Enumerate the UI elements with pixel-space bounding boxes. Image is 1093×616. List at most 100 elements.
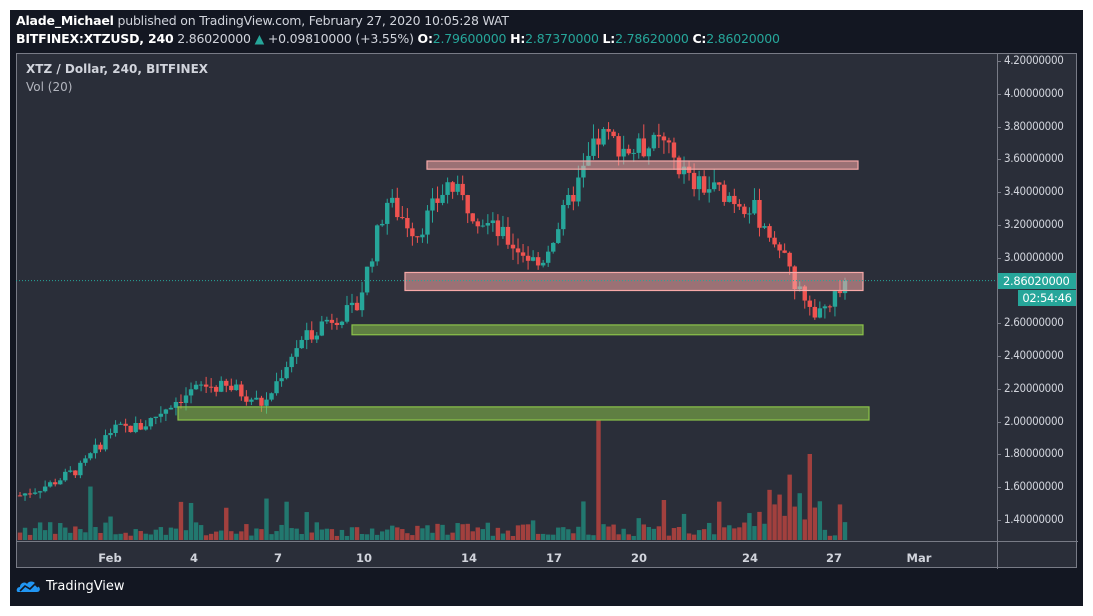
candle-body (68, 470, 73, 472)
candlestick-chart (16, 122, 997, 540)
volume-bar (158, 527, 164, 540)
candle-body (73, 470, 78, 476)
candle-body (354, 302, 360, 311)
volume-bar (229, 531, 234, 540)
price-tick-label: 4.20000000 (1004, 53, 1064, 67)
volume-bar (17, 532, 23, 540)
volume-bar (621, 528, 626, 540)
tradingview-logo[interactable]: TradingView (16, 578, 125, 594)
volume-bar (420, 528, 425, 540)
price-plot[interactable] (16, 53, 997, 541)
volume-bar (641, 524, 646, 540)
candle-body (701, 176, 707, 193)
last-price: 2.86020000 (177, 31, 251, 46)
volume-bar (646, 527, 652, 540)
candle-body (455, 183, 460, 192)
volume-bar (701, 529, 707, 540)
candle-body (415, 236, 420, 238)
candle-body (379, 223, 385, 226)
candle-body (722, 184, 727, 202)
volume-bar (354, 527, 360, 540)
candle-body (374, 225, 380, 262)
candle-body (601, 129, 606, 145)
volume-bar (440, 524, 445, 540)
price-tick-label: 2.20000000 (1004, 380, 1064, 395)
candle-body (22, 493, 28, 496)
volume-bar (63, 527, 68, 540)
volume-bar (385, 529, 390, 540)
volume-bar (53, 533, 58, 540)
volume-bar (259, 529, 264, 540)
time-tick-label: 24 (741, 551, 759, 565)
candle-body (17, 495, 23, 497)
volume-bar (515, 525, 521, 540)
candle-body (772, 237, 777, 245)
candle-body (148, 418, 153, 427)
candle-body (691, 172, 697, 190)
volume-bar (364, 534, 370, 540)
volume-bar (42, 530, 48, 540)
volume-bar (460, 524, 465, 540)
volume-bar (324, 528, 330, 540)
volume-bar (807, 453, 812, 540)
volume-bar (83, 532, 88, 540)
volume-bar (284, 501, 289, 540)
candle-body (802, 286, 807, 301)
price-tick-label: 3.60000000 (1004, 151, 1064, 166)
candle-body (445, 182, 450, 195)
volume-bar (757, 511, 762, 540)
candle-body (234, 384, 239, 391)
time-tick-label: 14 (460, 551, 478, 565)
candle-body (123, 423, 128, 426)
volume-bar (636, 518, 641, 540)
candle-body (183, 395, 189, 403)
volume-bar (379, 531, 385, 540)
candle-body (168, 407, 174, 410)
candle-body (827, 306, 833, 308)
time-axis[interactable] (16, 541, 997, 569)
candle-body (294, 348, 299, 357)
candle-body (143, 426, 148, 430)
volume-bar (213, 531, 219, 540)
price-axis[interactable] (997, 53, 1078, 541)
candle-body (208, 386, 214, 388)
chart-pane[interactable] (16, 53, 1077, 568)
volume-bar (576, 526, 581, 540)
candle-body (712, 182, 717, 190)
volume-bar (269, 534, 274, 540)
volume-bar (535, 533, 541, 540)
support-zone-upper (351, 324, 864, 336)
volume-bar (405, 533, 410, 540)
series-legend[interactable]: XTZ / Dollar, 240, BITFINEX (26, 62, 209, 76)
candle-body (837, 291, 843, 294)
volume-bar (445, 534, 450, 540)
candle-body (369, 261, 375, 267)
support-zone-lower (177, 406, 870, 421)
price-tick-label: 3.20000000 (1004, 216, 1064, 231)
candle-body (344, 305, 350, 322)
volume-bar (143, 533, 148, 540)
candle-body (475, 221, 480, 227)
candle-body (460, 183, 465, 196)
close-value: 2.86020000 (706, 31, 780, 46)
time-tick-label: 4 (189, 551, 199, 565)
volume-legend[interactable]: Vol (20) (26, 80, 73, 94)
candle-body (88, 453, 93, 459)
volume-bar (113, 534, 118, 540)
price-tick-label: 2.60000000 (1004, 315, 1064, 330)
open-value: 2.79600000 (432, 31, 507, 46)
volume-bar (626, 534, 631, 540)
low-label: L: (602, 31, 616, 46)
volume-bar (696, 530, 702, 540)
candle-body (535, 257, 541, 266)
candle-body (133, 422, 138, 433)
price-tick-mark (997, 224, 1001, 226)
candle-body (646, 148, 652, 157)
author-name[interactable]: Alade_Michael (16, 13, 114, 28)
publish-line: Alade_Michael published on TradingView.c… (16, 13, 509, 28)
volume-bar (188, 502, 194, 540)
candle-body (188, 389, 194, 396)
candle-body (289, 356, 294, 368)
volume-bar (208, 533, 214, 540)
price-tick-label: 1.40000000 (1004, 512, 1064, 526)
